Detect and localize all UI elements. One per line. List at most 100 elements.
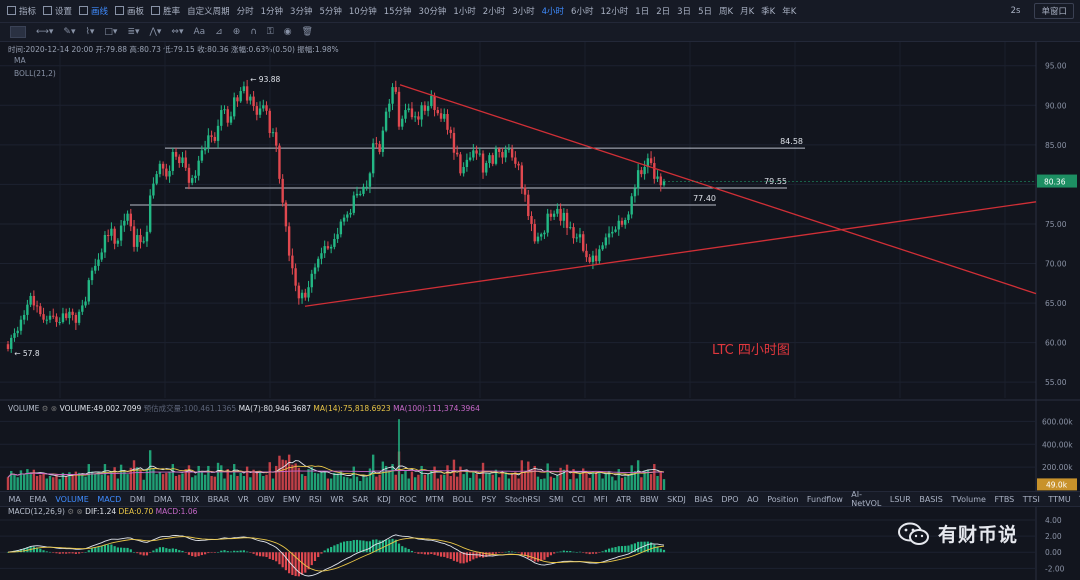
indicator-tab[interactable]: Position [767, 494, 799, 504]
indicator-tab[interactable]: TVolume [951, 494, 986, 504]
toolbar-item[interactable]: 10分钟 [349, 5, 377, 17]
layout-select[interactable]: 单窗口 [1034, 3, 1074, 19]
toolbar-item[interactable]: 1分钟 [261, 5, 283, 17]
text-tool-icon[interactable]: Aa [193, 27, 206, 37]
indicator-tab[interactable]: BBW [639, 494, 659, 504]
toolbar-item[interactable]: 季K [761, 5, 775, 17]
trash-icon[interactable]: 🗑 [301, 27, 313, 37]
macd-bar [220, 550, 223, 553]
indicator-tab[interactable]: CCI [571, 494, 586, 504]
indicator-tab[interactable]: VR [237, 494, 249, 504]
toolbar-item[interactable]: 分时 [237, 5, 254, 17]
toolbar-item[interactable]: 指标 [7, 5, 36, 17]
indicator-tab[interactable]: AI-NetVOL [851, 490, 882, 508]
indicator-tab[interactable]: AO [747, 494, 759, 504]
toolbar-item[interactable]: 5分钟 [319, 5, 341, 17]
indicator-tab[interactable]: ATR [616, 494, 632, 504]
indicator-tab[interactable]: EMV [282, 494, 301, 504]
indicator-tab[interactable]: ROC [399, 494, 417, 504]
toolbar-item[interactable]: 画板 [115, 5, 144, 17]
indicator-tab[interactable]: SMI [548, 494, 564, 504]
macd-bar [226, 551, 229, 553]
indicator-tab[interactable]: TTSI [1022, 494, 1040, 504]
settings-icon[interactable]: ⚙ [67, 507, 75, 516]
fib-tool-icon[interactable]: ≣▾ [127, 27, 140, 37]
indicator-tab[interactable]: TTMU [1048, 494, 1071, 504]
indicator-tab[interactable]: EMA [29, 494, 47, 504]
indicator-tab[interactable]: DMA [153, 494, 173, 504]
indicator-tab[interactable]: SAR [352, 494, 369, 504]
magnet-icon[interactable]: ∩ [250, 27, 257, 37]
macd-bar [611, 547, 614, 553]
toolbar-item[interactable]: 胜率 [151, 5, 180, 17]
toolbar-item[interactable]: 15分钟 [384, 5, 412, 17]
toolbar-item[interactable]: 画线 [79, 5, 108, 17]
zoom-icon[interactable]: ⊕ [232, 27, 241, 37]
toolbar-item[interactable]: 周K [719, 5, 733, 17]
pen-tool-icon[interactable]: ✎▾ [63, 27, 76, 37]
settings-icon[interactable]: ⚙ [41, 404, 49, 413]
toolbar-item[interactable]: 3小时 [512, 5, 534, 17]
toolbar-item[interactable]: 自定义周期 [187, 5, 230, 17]
toolbar-item[interactable]: 12小时 [600, 5, 628, 17]
candle-body [194, 175, 197, 179]
candle-body [165, 168, 168, 177]
toolbar-item[interactable]: 1日 [635, 5, 649, 17]
indicator-tab[interactable]: MTM [425, 494, 444, 504]
candle-body [220, 110, 223, 126]
indicator-tab[interactable]: DMI [129, 494, 146, 504]
toolbar-item[interactable]: 3分钟 [290, 5, 312, 17]
macd-bar [291, 552, 294, 575]
indicator-tab[interactable]: DPO [721, 494, 739, 504]
rect-tool-icon[interactable]: □▾ [104, 27, 118, 37]
toolbar-item[interactable]: 1小时 [453, 5, 475, 17]
indicator-tab[interactable]: StochRSI [504, 494, 541, 504]
candle-body [549, 213, 553, 217]
indicator-tab[interactable]: OBV [257, 494, 275, 504]
refresh-interval[interactable]: 2s [1010, 6, 1021, 16]
indicator-tab[interactable]: LSUR [889, 494, 911, 504]
macd-tick-label: 2.00 [1045, 532, 1062, 541]
indicator-tab[interactable]: BIAS [694, 494, 713, 504]
ruler-icon[interactable]: ⊿ [215, 27, 223, 37]
indicator-tab[interactable]: FTBS [994, 494, 1015, 504]
volume-bar [87, 464, 90, 490]
toolbar-item[interactable]: 6小时 [571, 5, 593, 17]
toolbar-item[interactable]: 设置 [43, 5, 72, 17]
toolbar-item[interactable]: 2小时 [483, 5, 505, 17]
toolbar-item[interactable]: 4小时 [542, 5, 564, 17]
candle-body [617, 220, 620, 230]
indicator-tab[interactable]: VOLUME [55, 494, 89, 504]
toolbar-item[interactable]: 2日 [656, 5, 670, 17]
toolbar-item[interactable]: 月K [740, 5, 754, 17]
indicator-tab[interactable]: MA [8, 494, 21, 504]
indicator-tab[interactable]: PSY [481, 494, 497, 504]
indicator-tab[interactable]: RSI [308, 494, 322, 504]
candle-body [207, 135, 210, 149]
cursor-tool-icon[interactable] [10, 26, 26, 38]
indicator-tab[interactable]: BOLL [452, 494, 474, 504]
eye-icon[interactable]: ◉ [283, 27, 292, 37]
indicator-tab[interactable]: MACD [97, 494, 122, 504]
indicator-tab[interactable]: WR [330, 494, 344, 504]
indicator-tab[interactable]: MFI [593, 494, 608, 504]
lock-icon[interactable]: ⚿ [266, 27, 274, 37]
line-tool-icon[interactable]: ⟷▾ [36, 27, 54, 37]
measure-tool-icon[interactable]: ⇔▾ [171, 27, 184, 37]
indicator-tab[interactable]: BRAR [207, 494, 230, 504]
toolbar-item[interactable]: 5日 [698, 5, 712, 17]
close-icon[interactable]: ⊗ [50, 404, 58, 413]
indicator-tab[interactable]: Fundflow [806, 494, 843, 504]
indicator-tab[interactable]: TRIX [180, 494, 200, 504]
brush-tool-icon[interactable]: ⌇▾ [85, 27, 95, 37]
close-icon[interactable]: ⊗ [76, 507, 83, 516]
candle-body [494, 148, 498, 164]
toolbar-item[interactable]: 30分钟 [419, 5, 447, 17]
pattern-tool-icon[interactable]: ⋀▾ [149, 27, 162, 37]
indicator-tab[interactable]: SKDJ [667, 494, 686, 504]
toolbar-item[interactable]: 3日 [677, 5, 691, 17]
volume-bar [530, 469, 533, 490]
indicator-tab[interactable]: BASIS [919, 494, 943, 504]
indicator-tab[interactable]: KDJ [377, 494, 391, 504]
toolbar-item[interactable]: 年K [782, 5, 796, 17]
